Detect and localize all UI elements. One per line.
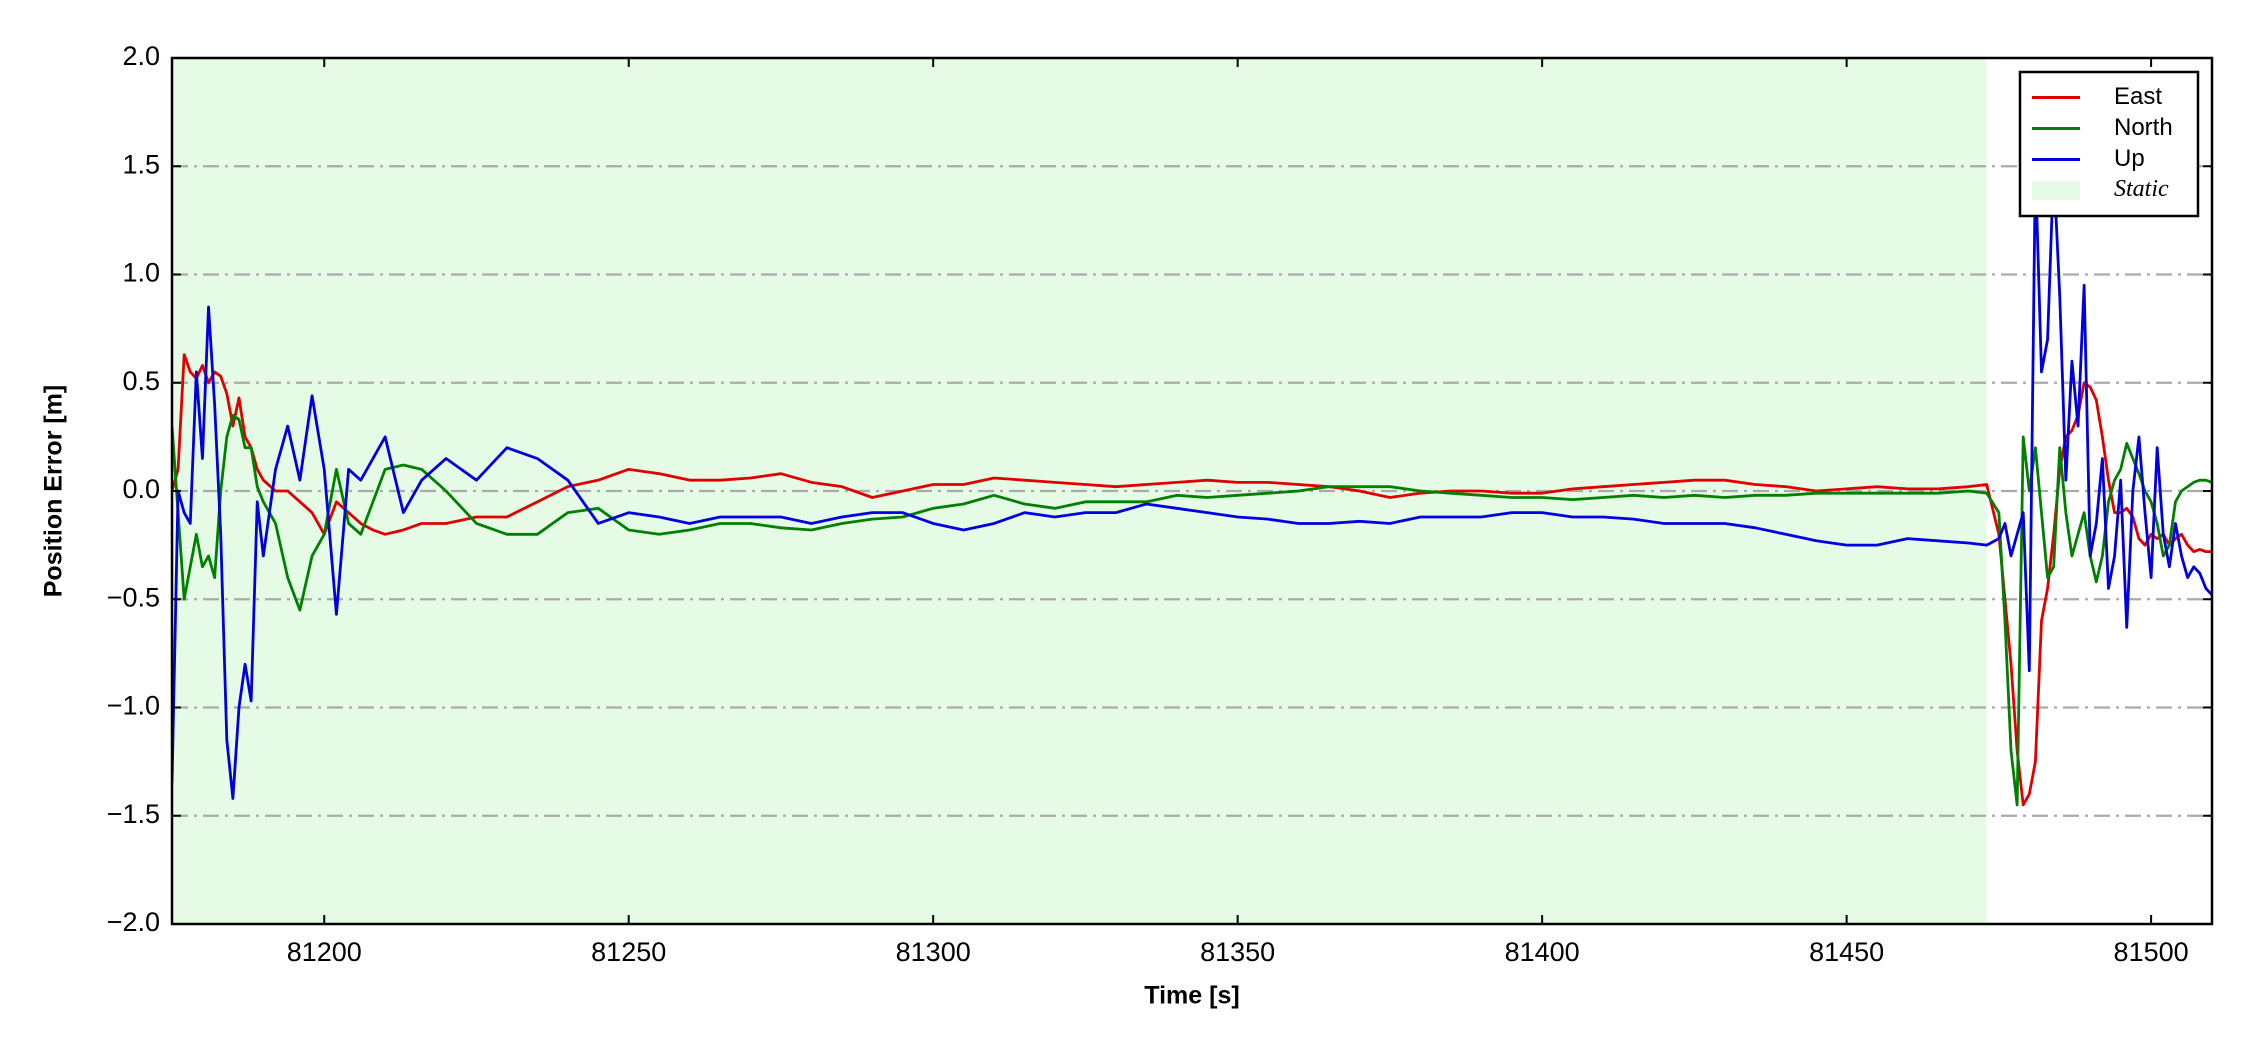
y-tick-label: −0.5 (107, 582, 160, 612)
x-tick-label: 81450 (1809, 937, 1884, 967)
y-tick-label: −1.5 (107, 799, 160, 829)
x-axis-label: Time [s] (1144, 982, 1239, 1010)
y-tick-label: 0.5 (122, 366, 160, 396)
x-tick-label: 81500 (2114, 937, 2189, 967)
legend: East North Up Static (2018, 70, 2200, 218)
x-tick-label: 81400 (1505, 937, 1580, 967)
series-line (172, 164, 2212, 800)
legend-label: East (2114, 83, 2162, 110)
series-line (172, 413, 2212, 807)
series-line (172, 353, 2212, 807)
y-tick-label: −1.0 (107, 691, 160, 721)
plot-frame (170, 56, 2214, 926)
legend-swatch (2032, 181, 2080, 200)
legend-label: Up (2114, 145, 2145, 172)
axes: −2.0 −1.5 −1.0 −0.5 0.0 0.5 1.0 1.5 2.0 81200 8125… (107, 41, 2214, 967)
x-tick-label: 81200 (287, 937, 362, 967)
y-tick-label: −2.0 (107, 907, 160, 937)
x-tick-label: 81250 (591, 937, 666, 967)
y-tick-label: 1.5 (122, 149, 160, 179)
legend-label: Static (2114, 176, 2169, 202)
y-axis-label: Position Error [m] (40, 385, 68, 598)
x-tick-label: 81300 (896, 937, 971, 967)
y-tick-label: 1.0 (122, 258, 160, 288)
lines (172, 164, 2212, 807)
x-tick-label: 81350 (1200, 937, 1275, 967)
y-tick-label: 2.0 (122, 41, 160, 71)
legend-label: North (2114, 114, 2173, 141)
y-tick-label: 0.0 (122, 474, 160, 504)
